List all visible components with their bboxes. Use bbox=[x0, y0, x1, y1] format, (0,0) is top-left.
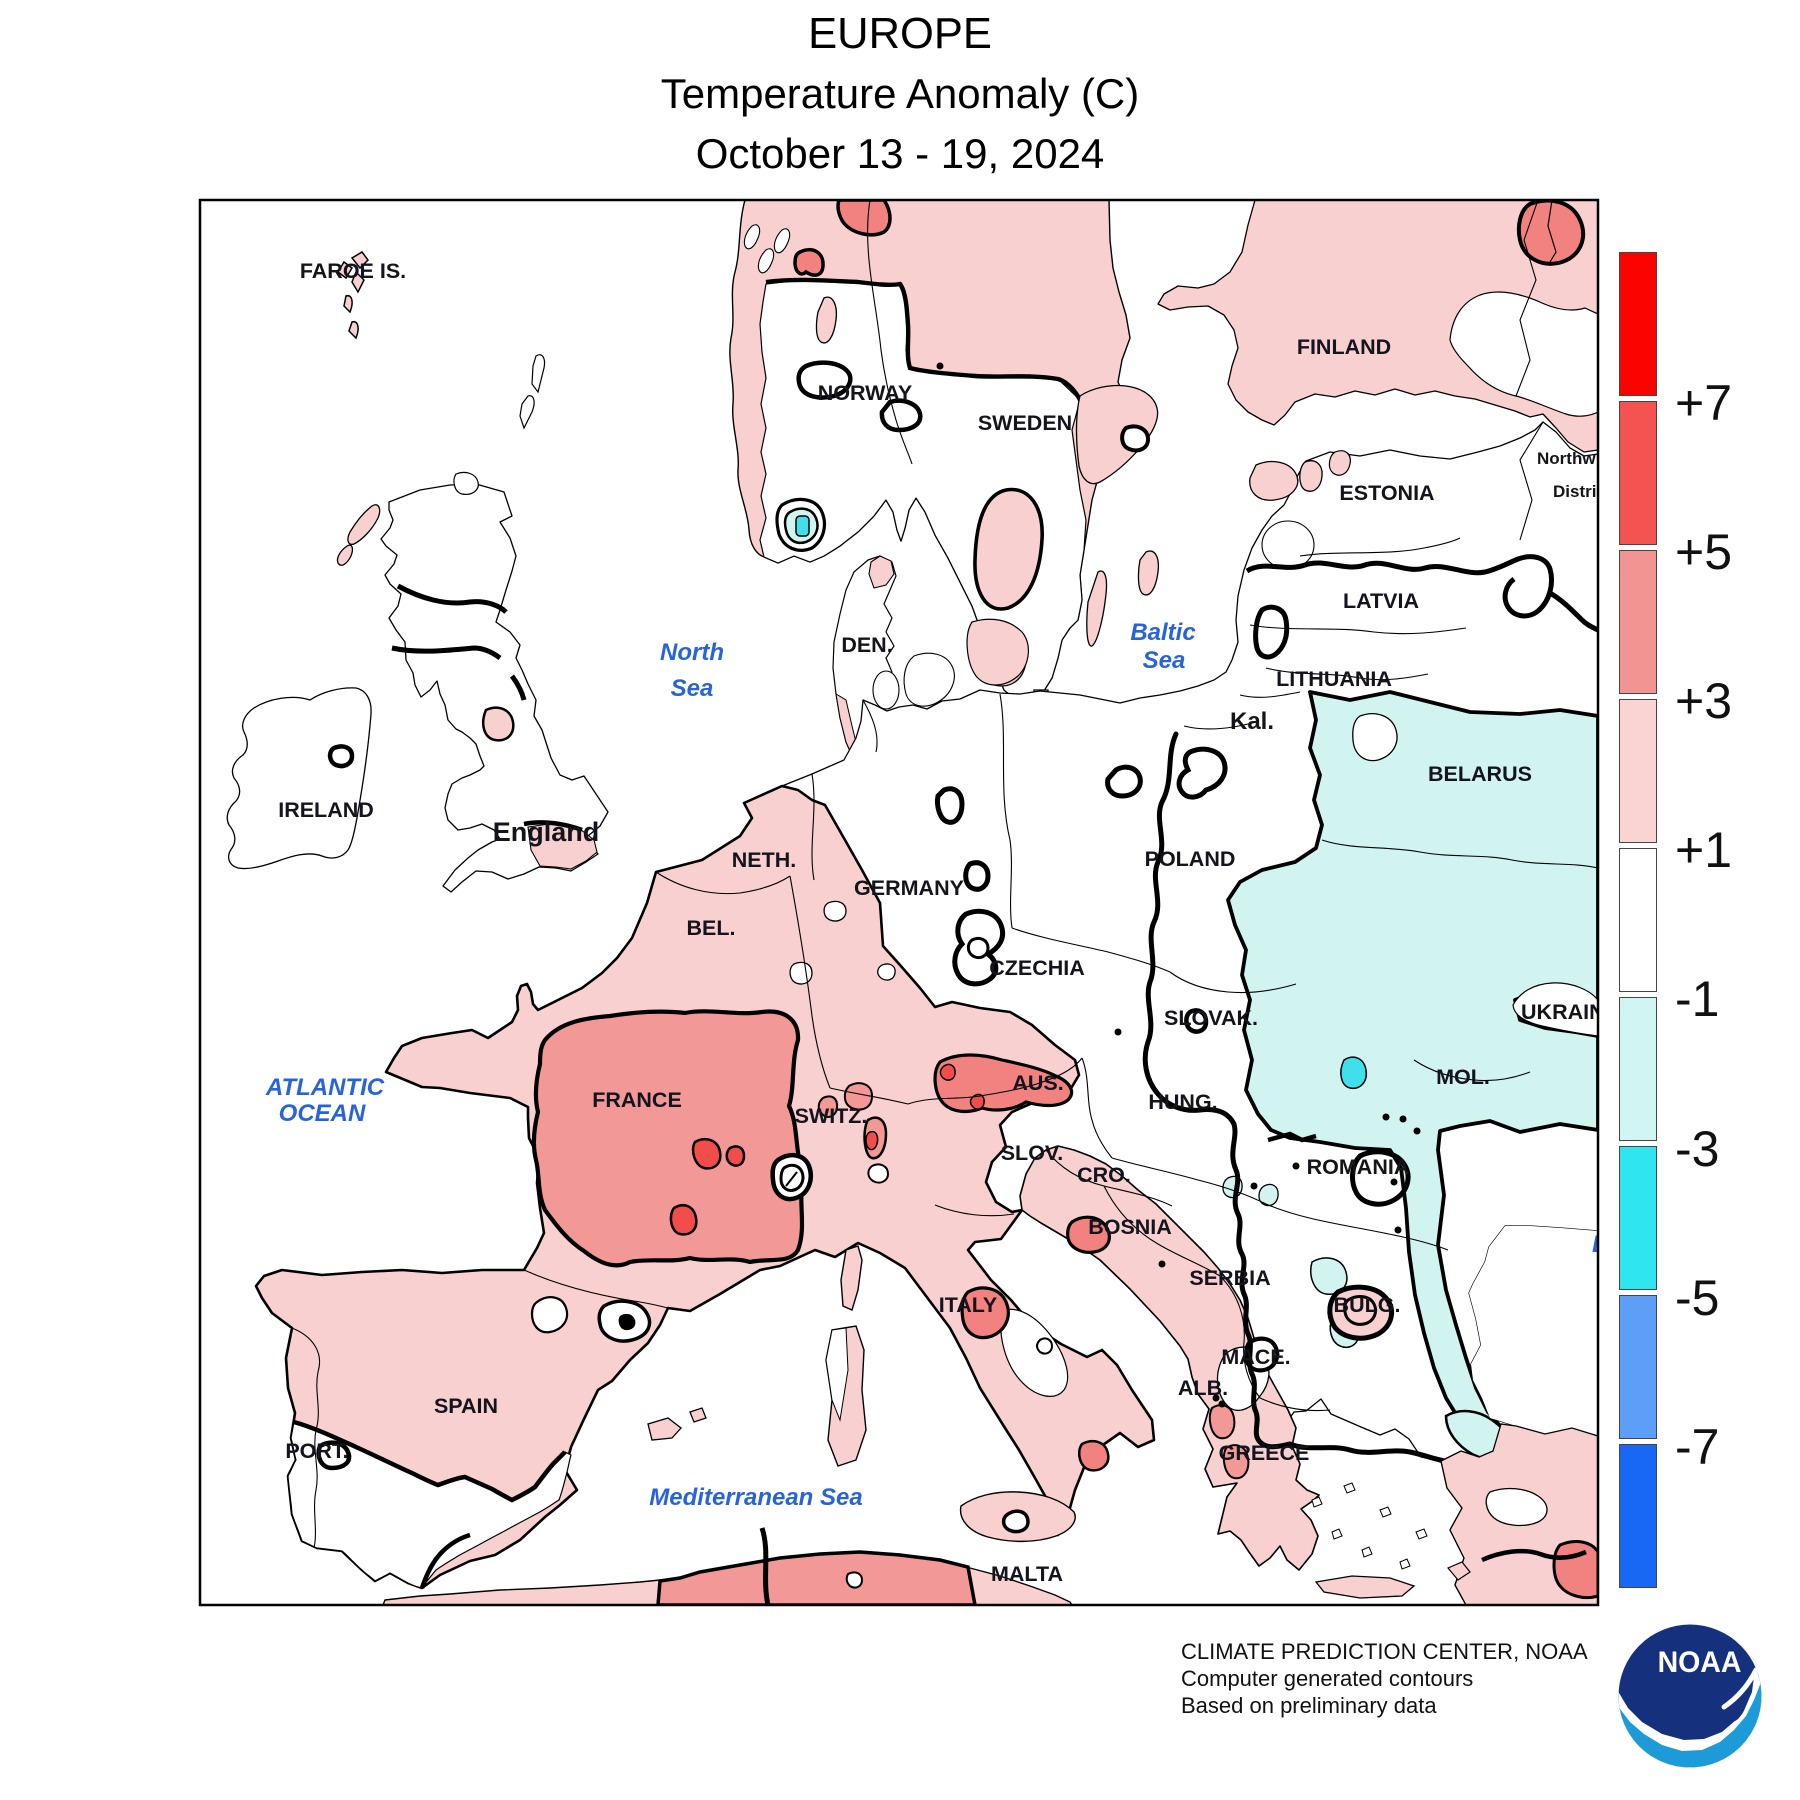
svg-text:MOL.: MOL. bbox=[1436, 1065, 1490, 1089]
svg-text:POLAND: POLAND bbox=[1145, 847, 1236, 871]
svg-text:DEN.: DEN. bbox=[841, 633, 892, 657]
svg-text:CZECHIA: CZECHIA bbox=[989, 956, 1085, 980]
svg-text:GERMANY: GERMANY bbox=[854, 876, 964, 900]
svg-text:LATVIA: LATVIA bbox=[1343, 589, 1419, 613]
svg-text:PORT.: PORT. bbox=[285, 1439, 348, 1463]
svg-text:SLOV.: SLOV. bbox=[1001, 1141, 1064, 1165]
svg-text:BEL.: BEL. bbox=[687, 916, 736, 940]
svg-text:BELARUS: BELARUS bbox=[1428, 762, 1532, 786]
svg-text:NORWAY: NORWAY bbox=[818, 381, 912, 405]
svg-text:BOSNIA: BOSNIA bbox=[1088, 1215, 1172, 1239]
svg-text:ATLANTIC: ATLANTIC bbox=[265, 1074, 385, 1101]
svg-text:FAROE IS.: FAROE IS. bbox=[300, 259, 406, 283]
svg-text:ROMANIA: ROMANIA bbox=[1307, 1155, 1410, 1179]
svg-text:Distri: Distri bbox=[1553, 482, 1596, 501]
svg-text:FINLAND: FINLAND bbox=[1297, 335, 1391, 359]
svg-text:Sea: Sea bbox=[671, 675, 714, 702]
svg-text:SPAIN: SPAIN bbox=[434, 1394, 498, 1418]
svg-text:Baltic: Baltic bbox=[1130, 619, 1195, 646]
svg-text:GREECE: GREECE bbox=[1219, 1441, 1310, 1465]
svg-text:Sea: Sea bbox=[1143, 647, 1186, 674]
svg-text:ESTONIA: ESTONIA bbox=[1339, 481, 1434, 505]
svg-text:NETH.: NETH. bbox=[732, 848, 797, 872]
svg-text:Mediterranean Sea: Mediterranean Sea bbox=[649, 1484, 862, 1511]
svg-text:B: B bbox=[1592, 1231, 1609, 1258]
svg-text:MACE.: MACE. bbox=[1221, 1345, 1290, 1369]
svg-text:NOAA: NOAA bbox=[1658, 1646, 1742, 1679]
svg-text:ITALY: ITALY bbox=[939, 1293, 998, 1317]
svg-text:MALTA: MALTA bbox=[991, 1562, 1063, 1586]
svg-text:BULG.: BULG. bbox=[1334, 1293, 1401, 1317]
svg-text:CRO.: CRO. bbox=[1077, 1163, 1131, 1187]
svg-text:IRELAND: IRELAND bbox=[278, 798, 374, 822]
svg-text:FRANCE: FRANCE bbox=[592, 1088, 682, 1112]
svg-text:UKRAINE: UKRAINE bbox=[1521, 1000, 1619, 1024]
svg-text:SLOVAK.: SLOVAK. bbox=[1164, 1006, 1258, 1030]
svg-text:England: England bbox=[493, 817, 600, 847]
svg-text:LITHUANIA: LITHUANIA bbox=[1276, 667, 1392, 691]
svg-text:Northw: Northw bbox=[1537, 449, 1596, 468]
svg-text:SERBIA: SERBIA bbox=[1189, 1266, 1270, 1290]
svg-text:AUS.: AUS. bbox=[1012, 1071, 1063, 1095]
svg-text:ALB.: ALB. bbox=[1178, 1376, 1228, 1400]
svg-text:HUNG.: HUNG. bbox=[1148, 1090, 1217, 1114]
svg-text:North: North bbox=[660, 639, 724, 666]
svg-text:SWEDEN: SWEDEN bbox=[978, 411, 1072, 435]
svg-text:Kal.: Kal. bbox=[1230, 708, 1274, 735]
svg-text:OCEAN: OCEAN bbox=[279, 1100, 366, 1127]
svg-text:SWITZ.: SWITZ. bbox=[795, 1104, 868, 1128]
